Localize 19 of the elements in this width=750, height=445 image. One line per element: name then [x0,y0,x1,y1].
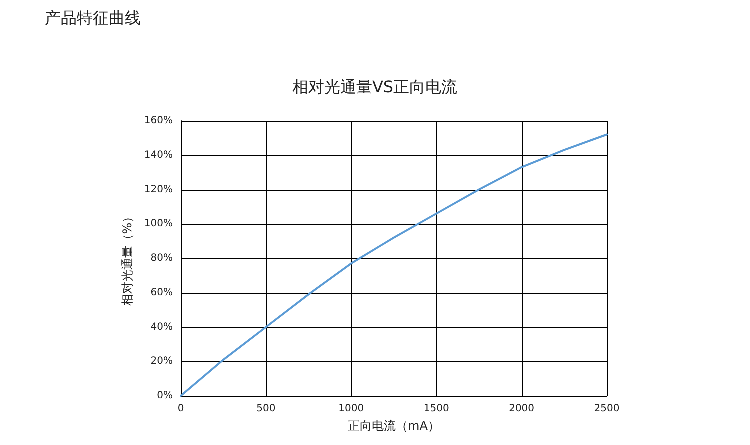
y-tick-label: 120% [144,184,173,196]
x-axis-title: 正向电流（mA） [348,419,440,433]
y-tick-label: 40% [150,322,173,333]
y-tick-label: 140% [144,150,173,161]
text: 产品特征曲线 [45,8,141,28]
y-axis-title: 相对光通量（%） [120,210,135,306]
y-tick-label: 80% [150,253,173,264]
x-tick-label: 1500 [424,404,450,414]
y-tick-label: 160% [144,116,173,126]
x-tick-label: 2500 [594,404,620,414]
y-tick-label: 20% [150,356,173,368]
x-tick-label: 500 [256,404,276,414]
y-tick-label: 0% [157,390,173,402]
chart-title: 相对光通量VS正向电流 [292,78,458,96]
x-tick-label: 0 [178,404,184,414]
x-tick-label: 1000 [338,404,364,414]
y-tick-label: 100% [144,218,173,230]
x-tick-label: 2000 [509,404,535,414]
y-tick-label: 60% [150,287,173,298]
